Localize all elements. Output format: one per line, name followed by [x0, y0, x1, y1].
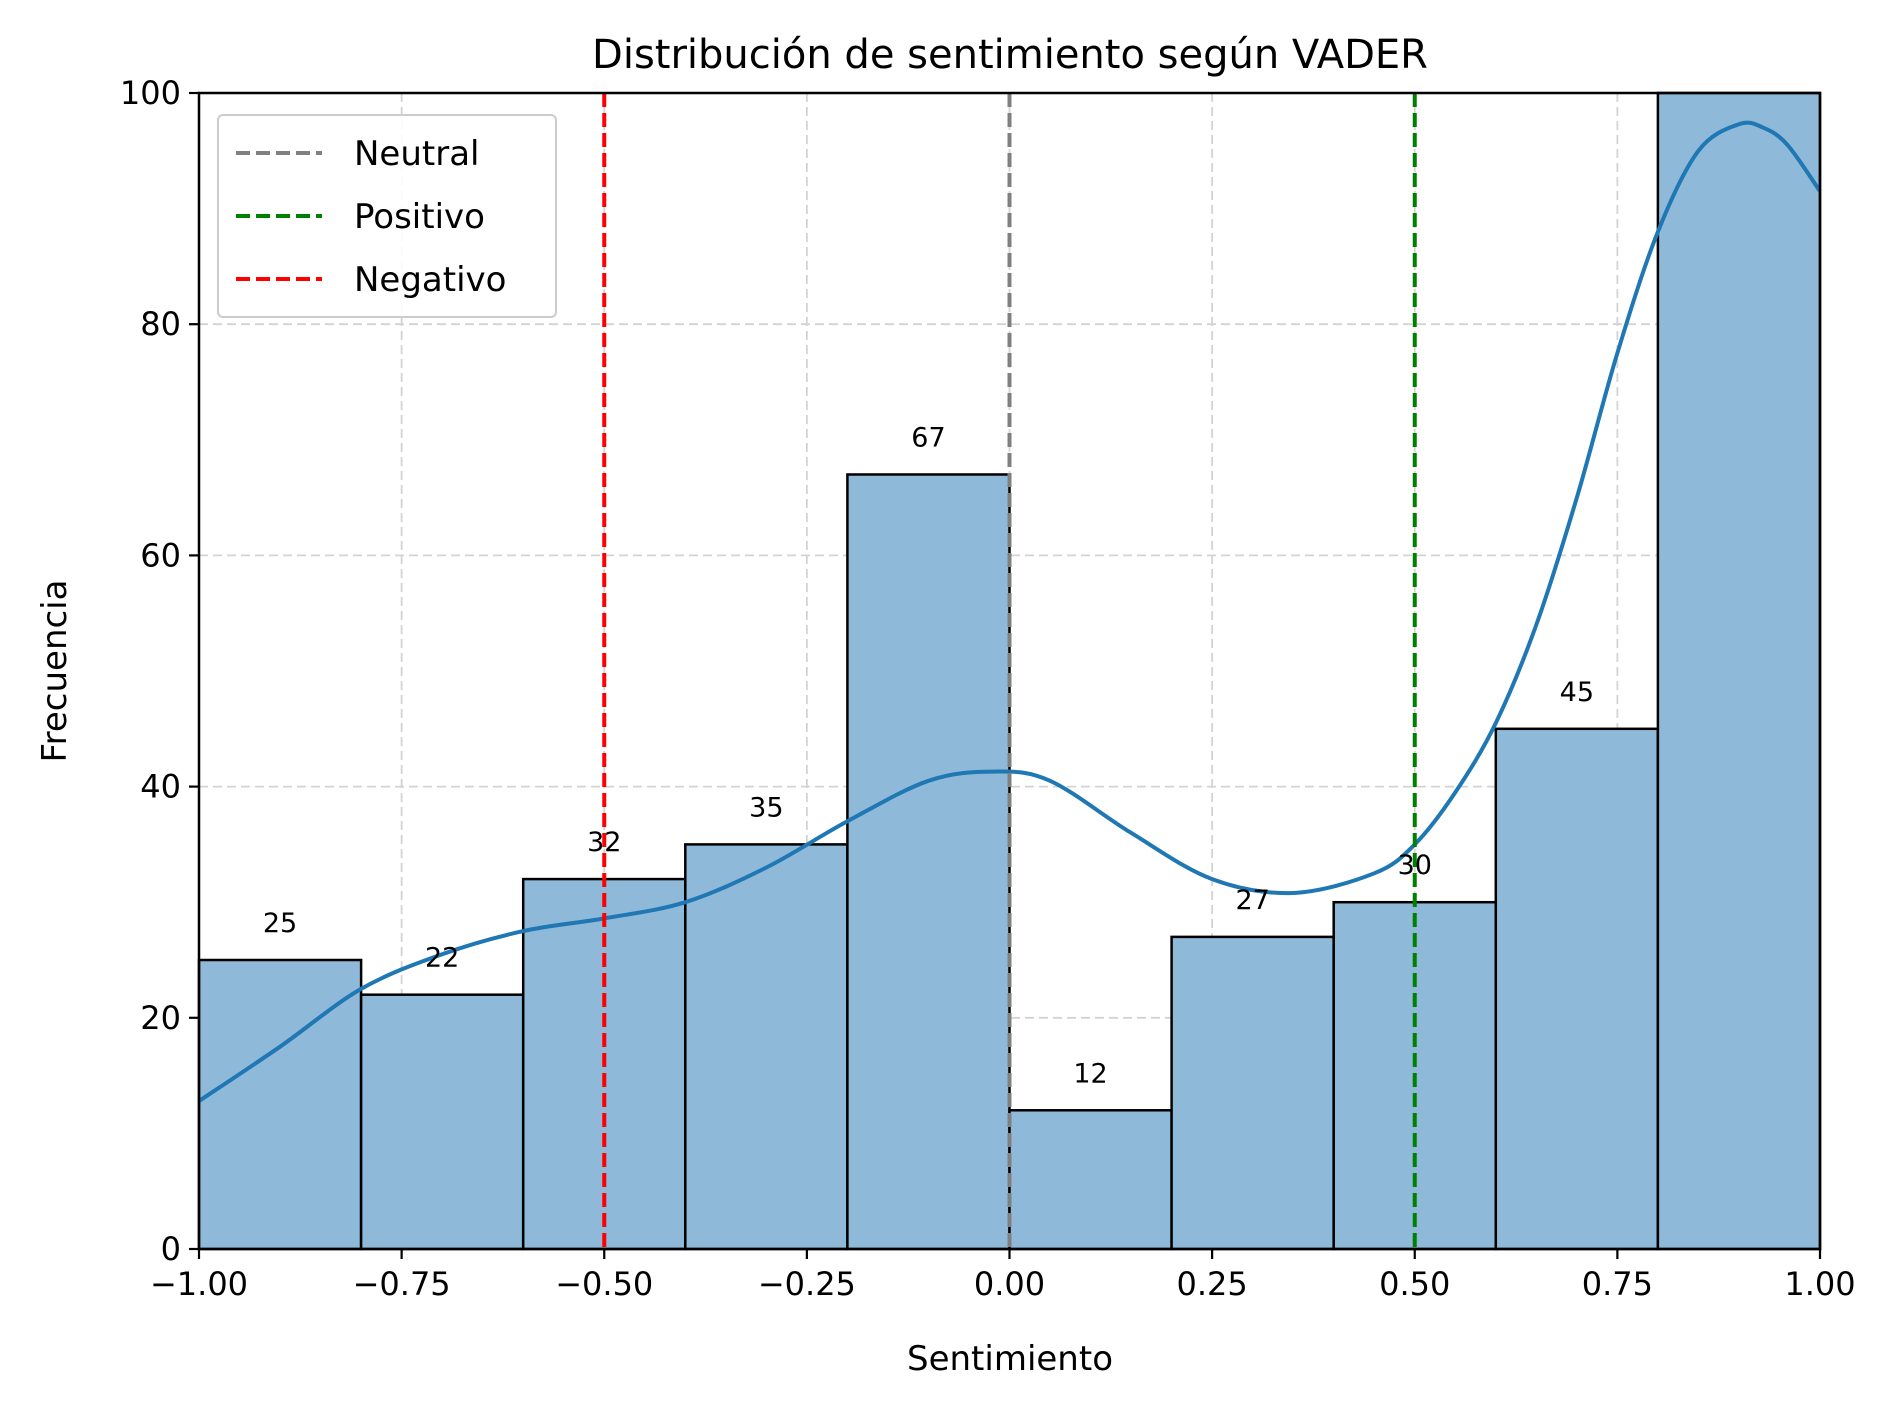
x-tick-label-0: −1.00	[150, 1265, 248, 1303]
y-tick-label-3: 60	[140, 536, 181, 574]
bar-value-label-8: 45	[1560, 677, 1594, 708]
x-tick-label-5: 0.25	[1177, 1265, 1248, 1303]
bar-value-label-7: 30	[1398, 850, 1432, 881]
bar-labels: 25 22 32 35 67 12 27 30 45	[263, 422, 1594, 1089]
bar-value-label-0: 25	[263, 908, 297, 939]
histogram-bar-1	[359, 993, 525, 1251]
y-tick-label-4: 80	[140, 305, 181, 343]
y-tick-label-2: 40	[140, 768, 181, 806]
legend-box	[217, 114, 557, 318]
histogram-bars	[197, 91, 1822, 1251]
y-axis-title: Frecuencia	[35, 580, 75, 763]
y-tick-label-0: 0	[161, 1230, 181, 1268]
legend-label-neutral: Neutral	[354, 134, 480, 174]
x-tick-label-7: 0.75	[1582, 1265, 1653, 1303]
bar-value-label-3: 35	[749, 792, 783, 823]
x-tick-label-6: 0.50	[1379, 1265, 1450, 1303]
histogram-bar-9	[1656, 91, 1822, 1251]
histogram-bar-5	[1008, 1109, 1173, 1251]
x-axis-title: Sentimiento	[907, 1339, 1113, 1379]
histogram-bar-8	[1494, 727, 1660, 1251]
chart-title: Distribución de sentimiento según VADER	[592, 32, 1428, 78]
x-axis: −1.00 −0.75 −0.50 −0.25 0.00 0.25 0.50 0.75 1.00	[150, 1249, 1856, 1303]
kde-curve	[197, 120, 1822, 1103]
bar-value-label-2: 32	[587, 827, 621, 858]
x-tick-label-8: 1.00	[1784, 1265, 1855, 1303]
kde-line	[197, 120, 1822, 1103]
x-tick-label-2: −0.50	[555, 1265, 653, 1303]
histogram-bar-4	[846, 473, 1011, 1251]
x-tick-label-3: −0.25	[758, 1265, 856, 1303]
y-tick-label-5: 100	[120, 74, 181, 112]
reference-lines	[602, 93, 1417, 1249]
y-axis: 0 20 40 60 80 100	[120, 74, 199, 1268]
x-tick-label-4: 0.00	[974, 1265, 1045, 1303]
x-tick-label-1: −0.75	[353, 1265, 451, 1303]
bar-value-label-5: 12	[1073, 1058, 1107, 1089]
bar-value-label-6: 27	[1235, 885, 1269, 916]
y-tick-label-1: 20	[140, 999, 181, 1037]
bar-value-label-1: 22	[425, 943, 459, 974]
legend: Neutral Positivo Negativo	[217, 114, 557, 318]
legend-label-positivo: Positivo	[354, 197, 485, 237]
histogram-bar-3	[684, 843, 849, 1251]
legend-label-negativo: Negativo	[354, 260, 506, 300]
histogram-bar-6	[1170, 935, 1335, 1251]
bar-value-label-4: 67	[911, 422, 945, 453]
